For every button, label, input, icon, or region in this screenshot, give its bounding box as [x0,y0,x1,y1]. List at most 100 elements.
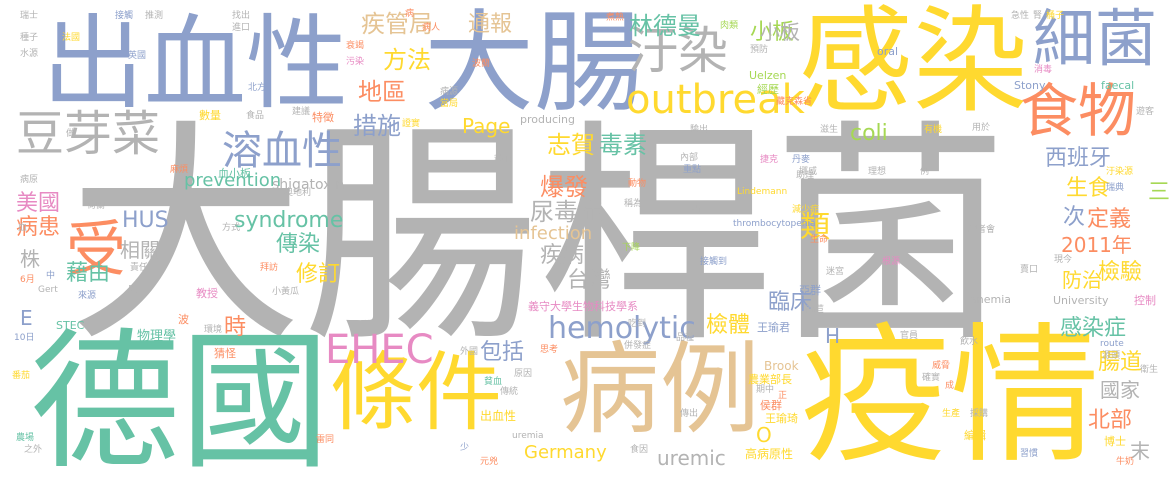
word: 特徵 [312,111,334,124]
word: Germany [524,442,607,463]
word: 威脅 [932,361,951,371]
word: Lindemann [737,187,788,197]
word: 腸道 [1098,350,1143,375]
word: 汙染源 [1106,167,1134,177]
word: 衛生 [1140,365,1159,375]
word: 地區 [358,78,406,106]
word: 瑞典 [1106,183,1125,193]
word: 末 [1130,439,1150,463]
word: 麻煩 [170,165,189,175]
word: 例 [920,167,930,177]
word: 猜怪 [214,347,236,360]
word: Page [462,114,511,138]
word: 感染 [798,0,1029,129]
word: 傳染 [276,232,321,257]
word: 措施 [353,112,401,140]
word: 農業部長 [748,373,792,386]
word: route [1100,339,1124,349]
word: 受 [66,215,126,285]
word: 病原 [20,175,39,185]
word: 進口 [232,23,251,33]
word: 番茄 [12,371,31,381]
word: 消毒 [1034,65,1053,75]
word: syndrome [234,208,344,233]
word: 有機 [924,125,943,135]
word: 成 [945,381,955,391]
word: thrombocytopenia [733,219,816,229]
word: 病人 [422,23,441,33]
word: 病 [405,9,415,19]
word: 王瑜君 [757,321,790,334]
word: 物理學 [137,329,177,344]
word: 水源 [20,49,39,59]
word: 驗出 [690,125,709,135]
word: 豆芽菜 [16,106,161,162]
word: 王瑜琦 [765,412,798,425]
word: EHEC [325,327,434,373]
word: 建議 [292,107,311,117]
word: 法國 [62,33,81,43]
word: 煮熟 [606,13,625,23]
word: 飲水 [960,337,979,347]
word: 官員 [900,331,919,341]
word: 教授 [196,287,218,300]
word: 2011年 [1061,233,1132,257]
word: STEC [56,319,85,332]
word: Stony [1014,79,1046,92]
word: 度 [128,285,138,295]
word: 食因 [630,445,649,455]
word: outbreak [626,77,805,123]
word: 疾病 [540,243,585,268]
word: 用於 [972,123,991,133]
word: 挪威 [799,167,818,177]
word: 併發症 [624,341,652,351]
word: 食物 [1020,77,1137,145]
word: 10日 [14,333,35,343]
word: 採購 [970,409,989,419]
word: 動物 [628,179,647,189]
word: 重點 [683,165,702,175]
word: 感染症 [1060,316,1127,341]
word: Brook [764,359,799,373]
word: 記者會 [968,225,996,235]
word: 林德曼 [629,12,701,40]
word: 傳出 [680,409,699,419]
word: 生產 [942,409,961,419]
word: 出血性 [42,5,348,124]
word: 溶血性 [222,128,342,174]
word: 小黃瓜 [272,287,300,297]
word: infection [514,223,593,244]
word: 疾管局 [361,10,433,38]
word: O [756,423,772,447]
word: 環境 [204,325,223,335]
word: 折 [692,205,702,215]
word: uremic [657,446,726,470]
word: 食品 [246,111,265,121]
word: 德國 [30,316,331,482]
word: 6月 [20,275,35,285]
word: 病源 [440,87,459,97]
word: H [825,324,841,348]
word: 品種 [676,333,695,343]
word: 根源 [882,257,901,267]
word: 責任 [130,263,149,273]
word: 控制 [1134,294,1156,307]
word: 亞群 [799,284,821,297]
word: 丹麥 [792,155,811,165]
word: 侯群 [760,399,782,412]
word: 波蘭 [472,59,491,69]
word: faecal [1101,79,1135,92]
word: HUS [122,208,169,233]
word: 貧血 [484,377,503,387]
word: 荷蘭 [87,201,106,211]
word: 血 [18,223,28,233]
word: 原因 [514,369,533,379]
word: 臨床 [768,290,813,315]
word: 通報 [468,12,513,37]
word: 類 [800,210,830,245]
word: 污染 [346,57,365,67]
word: 遊客 [1136,107,1155,117]
word: 方法 [383,46,431,74]
word: 接觸到 [700,257,728,267]
word: 英國 [128,51,147,61]
